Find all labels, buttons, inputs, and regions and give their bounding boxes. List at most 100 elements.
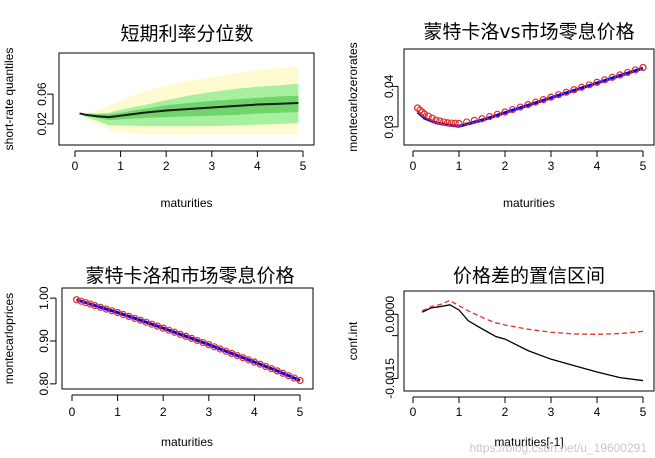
x-tick-label: 5 — [640, 405, 647, 419]
y-tick-label: 0.0000 — [383, 296, 397, 333]
x-tick-label: 1 — [114, 405, 121, 419]
data-point — [290, 374, 298, 382]
data-point — [82, 299, 90, 307]
data-point — [570, 86, 578, 94]
data-point — [509, 105, 517, 114]
x-axis-label: maturities — [161, 435, 213, 449]
x-tick-label: 1 — [456, 405, 463, 419]
y-tick-label: 0.03 — [382, 115, 396, 139]
data-point — [424, 112, 432, 120]
data-point — [470, 116, 478, 124]
data-point — [501, 108, 509, 116]
data-point — [77, 297, 85, 305]
chart-title: 蒙特卡洛和市场零息价格 — [85, 265, 294, 287]
plot-area-3 — [72, 296, 304, 385]
data-point — [153, 322, 162, 330]
plot-area-2 — [413, 63, 647, 128]
chart-title: 价格差的置信区间 — [453, 265, 605, 287]
data-point — [279, 369, 287, 377]
y-axis-label: short-rate quantiles — [2, 48, 16, 151]
x-tick-label: 4 — [594, 405, 601, 419]
series-line — [421, 299, 644, 336]
data-point — [443, 119, 452, 127]
x-tick-label: 3 — [208, 159, 215, 173]
data-point — [524, 100, 532, 109]
data-point — [447, 119, 455, 127]
y-axis-label: montecarloprices — [2, 293, 16, 384]
y-tick-label: 0.02 — [35, 112, 49, 136]
data-point — [428, 114, 436, 122]
chart-title: 短期利率分位数 — [120, 23, 253, 45]
x-axis-label: maturities — [160, 196, 212, 210]
y-tick-label: 0.80 — [37, 372, 51, 396]
plot-area-1 — [79, 65, 299, 135]
y-axis-label: montecarlozerorates — [346, 42, 360, 151]
data-point — [593, 78, 601, 86]
x-tick-label: 1 — [456, 159, 463, 173]
data-point — [199, 338, 207, 347]
data-point — [108, 307, 116, 315]
plot-frame — [61, 287, 314, 390]
x-axis-label: maturities — [503, 196, 555, 210]
data-point — [578, 83, 586, 91]
plot-frame — [403, 290, 655, 392]
series-line — [421, 304, 644, 382]
data-point — [436, 117, 444, 125]
data-point — [463, 118, 471, 126]
data-point — [176, 330, 184, 338]
data-point — [616, 71, 624, 79]
data-point — [418, 108, 426, 116]
x-tick-label: 0 — [410, 405, 417, 419]
chart-title: 蒙特卡洛vs市场零息价格 — [423, 21, 634, 43]
x-tick-label: 5 — [297, 405, 304, 419]
data-point — [624, 68, 632, 77]
data-point — [455, 119, 463, 128]
data-point — [631, 66, 639, 74]
data-point — [296, 376, 304, 385]
x-tick-label: 2 — [160, 405, 167, 419]
x-tick-label: 2 — [502, 405, 509, 419]
data-point — [601, 76, 609, 84]
median-line — [79, 102, 299, 119]
data-point — [285, 372, 293, 380]
x-tick-label: 2 — [163, 159, 170, 173]
watermark: https://blog.csdn.net/u_19600291 — [469, 441, 647, 455]
x-tick-label: 1 — [117, 159, 124, 173]
y-axis-label: conf.int — [346, 321, 360, 360]
data-point — [493, 110, 501, 118]
x-tick-label: 0 — [69, 405, 76, 419]
data-point — [222, 347, 230, 355]
plot-frame — [58, 52, 315, 146]
y-tick-label: 0.04 — [382, 74, 396, 98]
x-tick-label: 0 — [410, 159, 417, 173]
y-tick-label: 1.00 — [37, 286, 51, 310]
y-tick-label: 0.90 — [37, 329, 51, 353]
series-line — [76, 298, 301, 382]
x-tick-label: 2 — [502, 159, 509, 173]
data-point — [585, 81, 593, 89]
x-tick-label: 4 — [594, 159, 601, 173]
y-tick-label: 0.06 — [35, 82, 49, 106]
x-tick-label: 5 — [640, 159, 647, 173]
x-tick-label: 5 — [300, 159, 307, 173]
x-axis-label: maturities[-1] — [494, 435, 563, 449]
data-point — [478, 115, 486, 123]
data-point — [86, 300, 94, 308]
data-point — [562, 88, 570, 96]
data-point — [440, 118, 448, 126]
x-tick-label: 4 — [254, 159, 261, 173]
data-point — [72, 296, 81, 304]
data-point — [532, 98, 540, 106]
x-tick-label: 3 — [548, 405, 555, 419]
data-point — [539, 96, 547, 104]
x-tick-label: 4 — [251, 405, 258, 419]
x-tick-label: 0 — [72, 159, 79, 173]
plot-frame — [403, 48, 655, 146]
x-tick-label: 3 — [205, 405, 212, 419]
data-point — [486, 112, 494, 121]
data-point — [516, 103, 524, 111]
plot-area-4 — [421, 299, 644, 382]
data-point — [555, 91, 563, 99]
